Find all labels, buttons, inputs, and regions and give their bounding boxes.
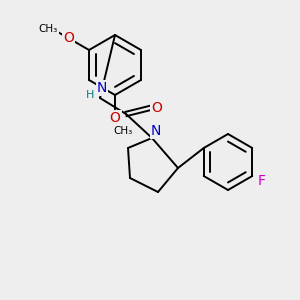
Text: F: F	[257, 174, 265, 188]
Text: N: N	[151, 124, 161, 138]
Text: CH₃: CH₃	[113, 126, 133, 136]
Text: O: O	[110, 111, 120, 125]
Text: H: H	[86, 90, 94, 100]
Text: CH₃: CH₃	[38, 24, 58, 34]
Text: N: N	[97, 81, 107, 95]
Text: O: O	[63, 31, 74, 45]
Text: O: O	[152, 101, 162, 115]
